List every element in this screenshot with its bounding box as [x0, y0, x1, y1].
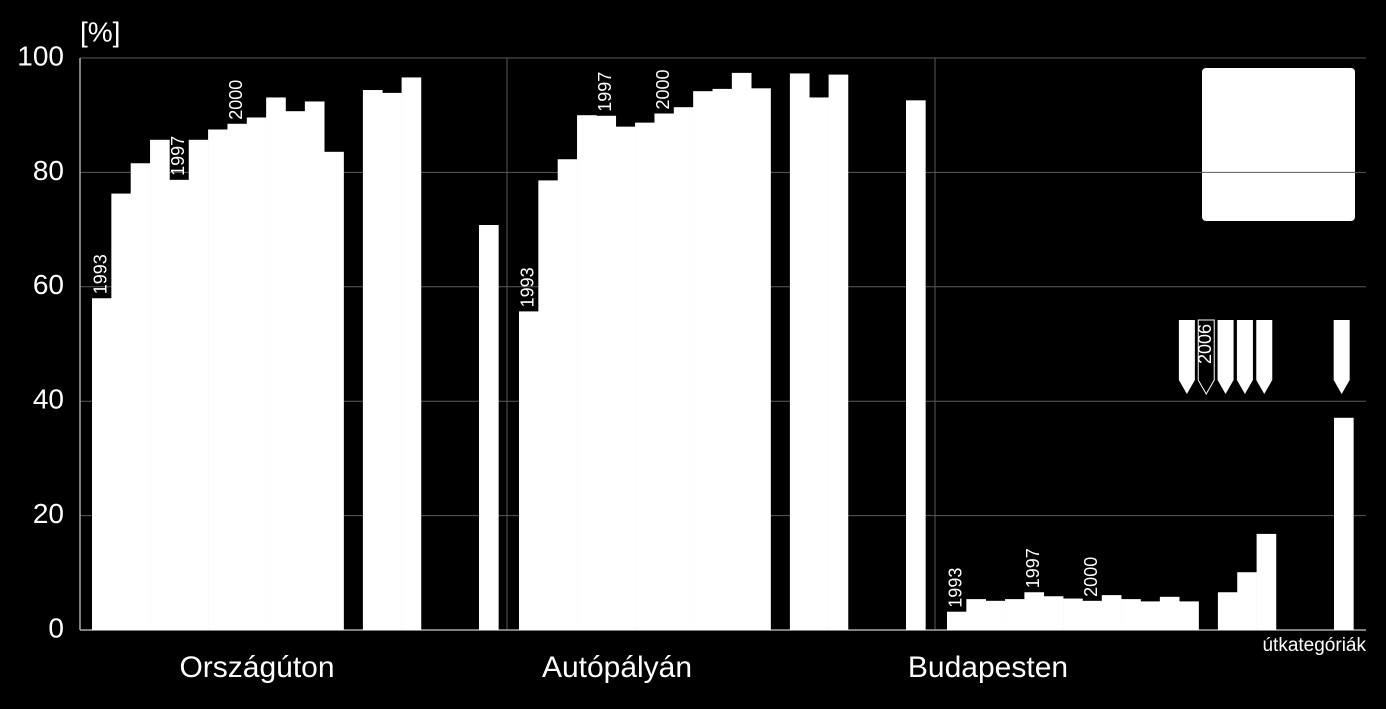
y-tick-label: 40 [33, 384, 64, 415]
y-tick-label: 0 [48, 612, 64, 643]
bar [712, 88, 733, 630]
bar [947, 611, 967, 630]
year-label: 1997 [595, 72, 615, 112]
bar [693, 91, 713, 630]
marker-arrow [1178, 320, 1195, 394]
bar [208, 129, 228, 630]
y-tick-label: 100 [17, 40, 64, 71]
bar [324, 151, 344, 631]
bar [1005, 599, 1025, 630]
bar [1334, 417, 1354, 630]
bar [1101, 595, 1122, 630]
bar [1121, 599, 1141, 630]
year-label: 2000 [1081, 557, 1101, 597]
year-label: 2000 [653, 69, 673, 109]
bar [169, 179, 190, 630]
year-label: 1993 [90, 254, 110, 294]
marker-label: 2006 [1195, 324, 1215, 364]
bar [673, 107, 694, 630]
y-tick-label: 60 [33, 269, 64, 300]
bar [1159, 596, 1180, 630]
bar [1237, 572, 1257, 630]
bar [304, 101, 325, 631]
bar [130, 163, 151, 631]
year-label: 1993 [517, 267, 537, 307]
bar [828, 74, 849, 630]
bar [479, 225, 499, 631]
bar [577, 115, 597, 630]
bar [1179, 601, 1199, 630]
bar [966, 599, 986, 630]
bar [789, 73, 810, 631]
bar [227, 123, 248, 630]
bar [557, 159, 578, 630]
y-axis-label: [%] [80, 16, 120, 47]
bar [538, 180, 558, 630]
marker-arrow [1236, 320, 1253, 394]
bar [731, 72, 752, 630]
bar [615, 126, 636, 630]
bar [92, 298, 112, 630]
bar [1043, 596, 1064, 630]
year-label: 2000 [226, 80, 246, 120]
bar [654, 113, 675, 630]
marker-arrow [1333, 320, 1350, 394]
bar [150, 139, 170, 630]
bar [188, 139, 209, 630]
x-axis-label: útkategóriák [1262, 635, 1366, 656]
marker-arrow [1197, 319, 1215, 396]
legend-box [1202, 68, 1355, 221]
bar [1256, 533, 1277, 630]
bar [111, 193, 131, 630]
bar [906, 100, 926, 630]
bar [809, 97, 829, 630]
bar [1140, 601, 1161, 630]
bar [1024, 592, 1045, 630]
bar [266, 97, 286, 630]
bar [985, 600, 1006, 630]
bar [362, 90, 383, 631]
bar [382, 92, 402, 631]
year-label: 1997 [1023, 548, 1043, 588]
bar [246, 117, 267, 631]
y-tick-label: 20 [33, 498, 64, 529]
bar [596, 115, 617, 631]
category-label: Budapesten [908, 651, 1068, 684]
bar [401, 77, 422, 630]
bar [1063, 598, 1083, 630]
bar [519, 311, 539, 630]
bar [1217, 592, 1238, 630]
bar [635, 122, 655, 631]
year-label: 1993 [945, 568, 965, 608]
bar [285, 111, 306, 631]
marker-arrow [1217, 320, 1234, 394]
category-label: Országúton [179, 651, 334, 684]
y-tick-label: 80 [33, 155, 64, 186]
year-label: 1997 [168, 136, 188, 176]
bar [751, 88, 771, 631]
category-label: Autópályán [542, 651, 692, 684]
bar [1082, 600, 1103, 630]
marker-arrow [1256, 320, 1273, 394]
